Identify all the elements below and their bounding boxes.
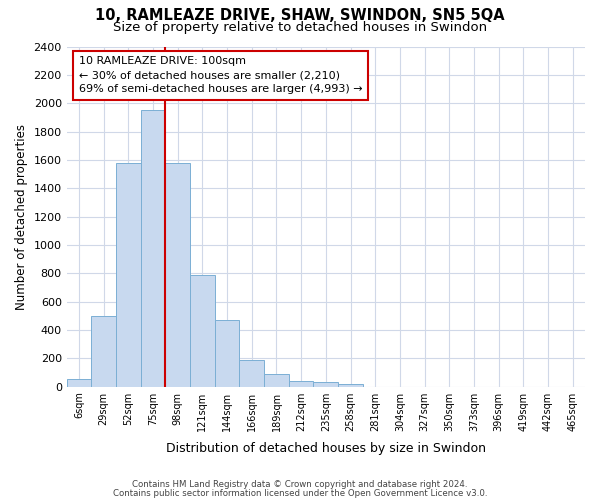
Bar (313, 382, 338, 386)
Bar (67, 379, 91, 386)
Bar (91, 316, 116, 386)
Bar (190, 274, 215, 386)
Text: Size of property relative to detached houses in Swindon: Size of property relative to detached ho… (113, 21, 487, 34)
Text: 10, RAMLEAZE DRIVE, SHAW, SWINDON, SN5 5QA: 10, RAMLEAZE DRIVE, SHAW, SWINDON, SN5 5… (95, 8, 505, 22)
X-axis label: Distribution of detached houses by size in Swindon: Distribution of detached houses by size … (166, 442, 486, 455)
Bar (215, 320, 239, 386)
Bar (338, 384, 363, 386)
Bar (289, 381, 313, 386)
Bar (264, 374, 289, 386)
Text: 10 RAMLEAZE DRIVE: 100sqm
← 30% of detached houses are smaller (2,210)
69% of se: 10 RAMLEAZE DRIVE: 100sqm ← 30% of detac… (79, 56, 362, 94)
Y-axis label: Number of detached properties: Number of detached properties (15, 124, 28, 310)
Bar (116, 162, 141, 386)
Bar (239, 360, 264, 386)
Text: Contains public sector information licensed under the Open Government Licence v3: Contains public sector information licen… (113, 488, 487, 498)
Bar (141, 110, 166, 386)
Bar (166, 162, 190, 386)
Text: Contains HM Land Registry data © Crown copyright and database right 2024.: Contains HM Land Registry data © Crown c… (132, 480, 468, 489)
